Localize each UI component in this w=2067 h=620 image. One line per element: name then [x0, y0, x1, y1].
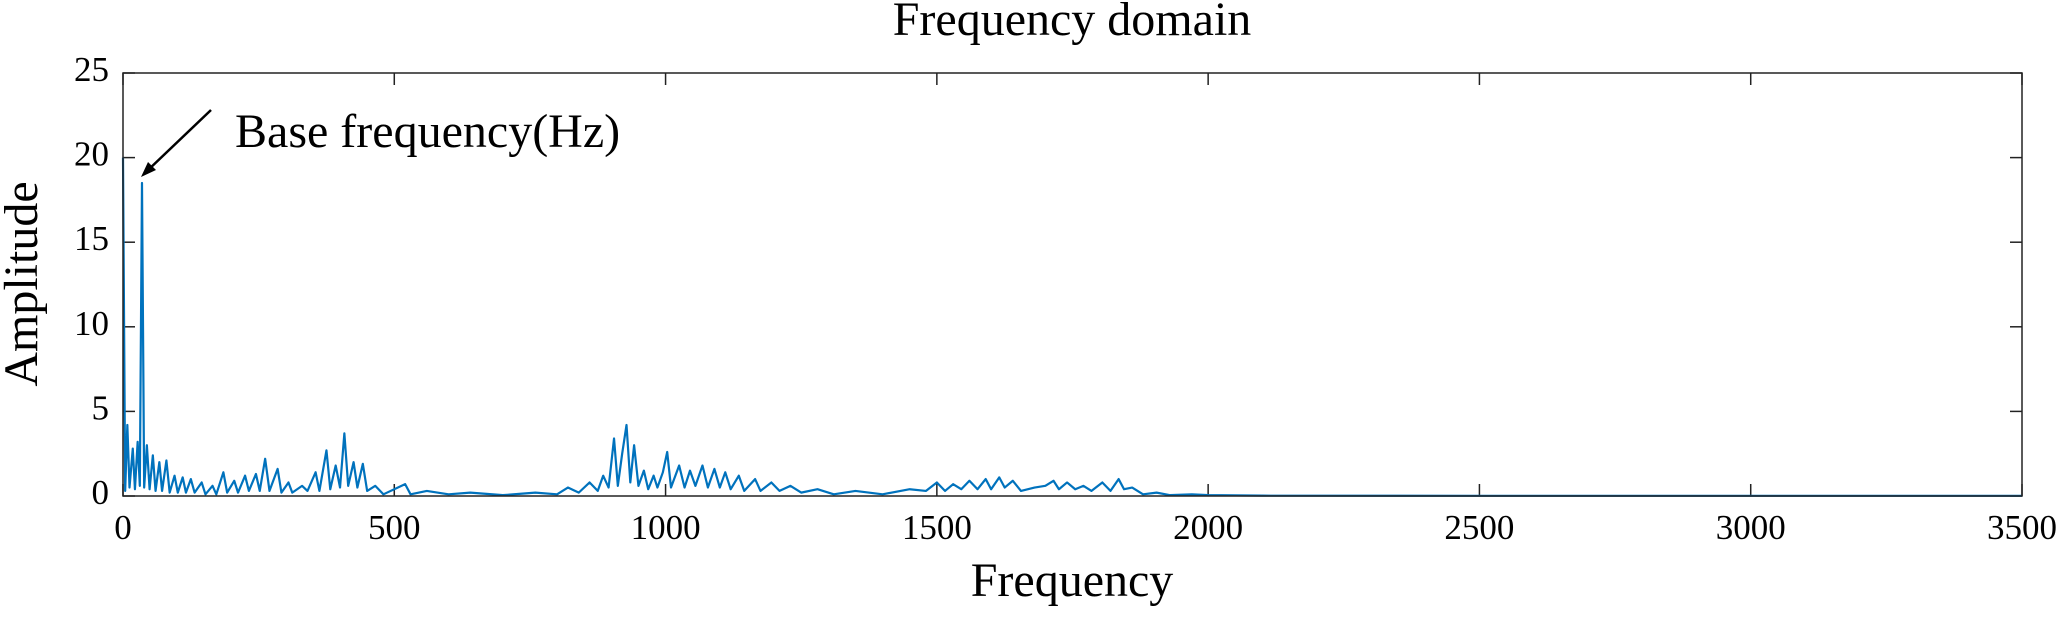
- x-tick-label: 2500: [1444, 508, 1514, 547]
- y-tick-label: 15: [74, 219, 109, 258]
- y-tick-label: 0: [92, 473, 110, 512]
- x-tick-label: 3500: [1987, 508, 2057, 547]
- x-tick-label: 3000: [1716, 508, 1786, 547]
- x-tick-label: 500: [368, 508, 421, 547]
- y-axis-label: Amplitude: [0, 181, 48, 386]
- plot-frame: [122, 72, 2023, 497]
- arrow-head: [141, 162, 156, 177]
- y-tick-label: 25: [74, 50, 109, 89]
- annotation-arrow: [145, 109, 212, 173]
- chart-title: Frequency domain: [893, 0, 1252, 46]
- x-tick-label: 1000: [631, 508, 701, 547]
- y-tick-label: 10: [74, 304, 109, 343]
- x-axis-label: Frequency: [971, 554, 1174, 607]
- x-tick-label: 0: [114, 508, 132, 547]
- x-tick-label: 1500: [902, 508, 972, 547]
- y-tick-label: 5: [92, 388, 110, 427]
- series-line: [121, 157, 2022, 497]
- y-tick-label: 20: [74, 135, 109, 174]
- annotation: Base frequency(Hz): [235, 105, 620, 158]
- x-tick-label: 2000: [1173, 508, 1243, 547]
